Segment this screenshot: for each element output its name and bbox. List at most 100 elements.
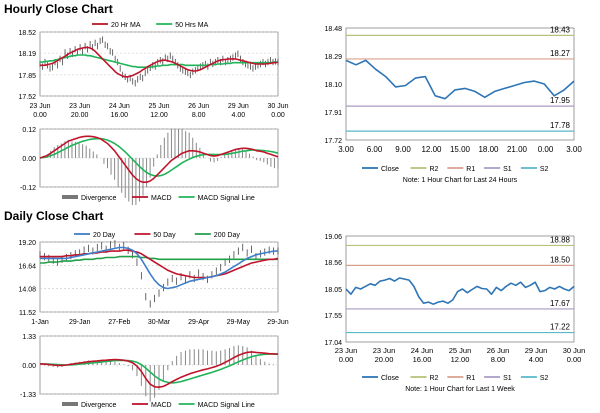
level-r1-label: 18.27 — [550, 49, 571, 58]
legend-label: Divergence — [81, 195, 117, 202]
y-tick-label: 19.20 — [18, 240, 36, 247]
close-line — [345, 277, 575, 305]
x-tick-label: 25 Jun — [449, 346, 472, 355]
legend-label: MACD — [151, 195, 172, 202]
level-s2-label: 17.78 — [550, 121, 571, 130]
plot-frame — [39, 241, 279, 313]
y-tick-label: 16.64 — [18, 263, 36, 270]
x-tick-label: 23 Jun — [29, 103, 50, 110]
x-tick-label: 0.00 — [271, 112, 285, 119]
level-r1-label: 18.50 — [550, 255, 571, 264]
x-tick-label: 29-May — [227, 319, 251, 326]
y-tick-label: 0.12 — [22, 127, 36, 134]
x-tick-label: 30-Mar — [148, 319, 171, 326]
y-tick-label: 17.85 — [18, 73, 36, 80]
legend-label: R2 — [430, 166, 439, 173]
y-tick-label: 17.04 — [324, 340, 342, 347]
legend-label: Divergence — [81, 402, 117, 409]
legend-label: 50 Day — [153, 232, 176, 239]
legend-label: R1 — [466, 166, 475, 173]
y-tick-label: 17.72 — [324, 138, 342, 145]
plot-frame — [39, 31, 279, 97]
x-tick-label: 0.00 — [339, 355, 354, 364]
plot-frame — [345, 235, 575, 343]
close-line — [345, 59, 575, 100]
y-tick-label: -1.33 — [20, 392, 36, 399]
hourly-macd-chart: 0.12 0.00 -0.12 Divergence MACD MACD Signal L… — [20, 127, 279, 205]
x-tick-label: 12.00 — [421, 145, 442, 154]
legend-label: S2 — [540, 375, 549, 382]
x-tick-label: 29 Jun — [525, 346, 548, 355]
ma200-line — [40, 255, 278, 264]
x-tick-label: 21.00 — [507, 145, 528, 154]
x-tick-label: 4.00 — [529, 355, 544, 364]
hourly-section-title: Hourly Close Chart — [4, 2, 113, 16]
ma20-line — [40, 46, 279, 78]
x-tick-label: 6.00 — [367, 145, 383, 154]
legend-label: R1 — [466, 375, 475, 382]
x-tick-label: 12.00 — [451, 355, 470, 364]
x-tick-label: 29-Jun — [267, 319, 289, 326]
x-tick-label: 30 Jun — [267, 103, 288, 110]
plot-frame — [345, 27, 575, 141]
hourly-close-chart: 18.48 18.29 18.10 17.91 17.72 18.43 18.27 17.95… — [324, 25, 582, 184]
x-tick-label: 9.00 — [395, 145, 411, 154]
x-tick-label: 25 Jun — [148, 103, 169, 110]
y-tick-label: 18.56 — [324, 260, 342, 267]
macd-signal-line — [40, 353, 278, 384]
level-r2-label: 18.43 — [550, 25, 571, 34]
y-tick-label: 18.10 — [324, 82, 342, 89]
daily-close-chart: 19.06 18.56 18.05 17.55 17.04 18.88 18.50 17.67… — [324, 234, 585, 393]
level-r2-label: 18.88 — [550, 235, 571, 244]
legend-label: MACD Signal Line — [198, 195, 255, 202]
x-tick-label: 0.00 — [33, 112, 47, 119]
x-tick-label: 23 Jun — [373, 346, 396, 355]
y-tick-label: 0.00 — [22, 363, 36, 370]
y-tick-label: 14.08 — [18, 287, 36, 294]
x-tick-label: 20.00 — [71, 112, 89, 119]
level-s1-label: 17.95 — [550, 96, 571, 105]
x-tick-label: 0.00 — [538, 145, 554, 154]
x-tick-label: 27-Feb — [108, 319, 130, 326]
legend-label: MACD Signal Line — [198, 402, 255, 409]
legend-label: Close — [381, 166, 399, 173]
level-s1-label: 17.67 — [550, 299, 571, 308]
legend-label: S1 — [503, 375, 512, 382]
y-tick-label: 18.48 — [324, 26, 342, 33]
ma50-line — [40, 54, 278, 69]
x-tick-label: 8.00 — [192, 112, 206, 119]
x-tick-label: 3.00 — [338, 145, 354, 154]
x-tick-label: 16.00 — [413, 355, 432, 364]
y-tick-label: 0.00 — [22, 156, 36, 163]
x-tick-label: 23 Jun — [335, 346, 358, 355]
hourly-price-chart: 18.52 18.19 17.85 17.52 20 Hr MA 50 Hrs MA 23 … — [18, 22, 288, 119]
legend-swatch — [62, 195, 78, 199]
x-tick-label: 18.00 — [478, 145, 499, 154]
legend-label: 50 Hrs MA — [175, 22, 208, 29]
y-tick-label: 19.06 — [324, 234, 342, 241]
x-tick-label: 24 Jun — [109, 103, 130, 110]
x-tick-label: 29-Jan — [69, 319, 91, 326]
chart-note: Note: 1 Hour Chart for Last 1 Week — [405, 386, 515, 393]
x-tick-label: 16.00 — [111, 112, 129, 119]
ma20-line — [40, 246, 278, 290]
legend-label: Close — [381, 375, 399, 382]
x-tick-label: 26 Jun — [188, 103, 209, 110]
level-s2-label: 17.22 — [550, 323, 571, 332]
y-tick-label: 11.52 — [19, 310, 36, 317]
legend-label: S1 — [503, 166, 512, 173]
legend-label: MACD — [151, 402, 172, 409]
x-tick-label: 29 Jun — [228, 103, 249, 110]
x-tick-label: 12.00 — [150, 112, 168, 119]
x-tick-label: 8.00 — [491, 355, 506, 364]
legend-label: 200 Day — [214, 232, 241, 239]
x-tick-label: 15.00 — [450, 145, 471, 154]
legend-label: 20 Day — [93, 232, 116, 239]
legend-swatch — [62, 402, 78, 406]
y-tick-label: 18.29 — [324, 54, 342, 61]
daily-price-chart: 19.20 16.64 14.08 11.52 20 Day 50 Day 200 Day 1… — [18, 232, 289, 326]
daily-macd-chart: 1.33 0.00 -1.33 Divergence MACD MACD Signal L… — [20, 334, 279, 409]
macd-line — [39, 351, 279, 389]
x-tick-label: 20.00 — [375, 355, 394, 364]
x-tick-label: 24 Jun — [411, 346, 434, 355]
